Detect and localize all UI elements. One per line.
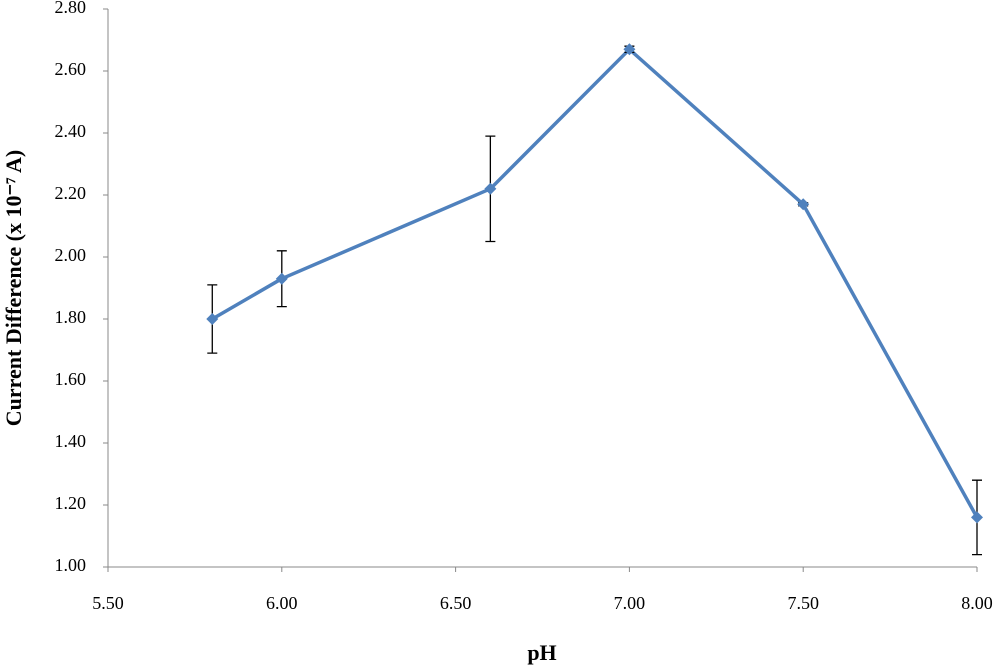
x-tick-label: 7.00 [614, 593, 646, 613]
marker [275, 272, 288, 285]
y-tick-label: 1.40 [55, 431, 87, 451]
y-tick-label: 2.00 [55, 245, 87, 265]
x-tick-label: 8.00 [961, 593, 993, 613]
y-tick-label: 2.80 [55, 0, 87, 17]
y-tick-label: 1.60 [55, 369, 87, 389]
marker [623, 43, 636, 56]
y-tick-label: 2.60 [55, 59, 87, 79]
marker [206, 313, 219, 325]
y-axis-title: Current Difference (x 10⁻⁷ A) [1, 150, 26, 426]
x-tick-label: 5.50 [92, 593, 124, 613]
y-tick-label: 1.00 [55, 555, 87, 575]
marker [971, 511, 983, 524]
y-tick-label: 1.80 [55, 307, 87, 327]
x-tick-label: 7.50 [787, 593, 819, 613]
marker [797, 198, 810, 211]
x-axis-title: pH [527, 640, 556, 665]
data-line [211, 47, 979, 519]
x-tick-label: 6.00 [266, 593, 298, 613]
y-tick-label: 2.40 [55, 121, 87, 141]
x-tick-label: 6.50 [440, 593, 472, 613]
y-tick-label: 2.20 [55, 183, 87, 203]
y-tick-label: 1.20 [55, 493, 87, 513]
marker [484, 182, 497, 195]
